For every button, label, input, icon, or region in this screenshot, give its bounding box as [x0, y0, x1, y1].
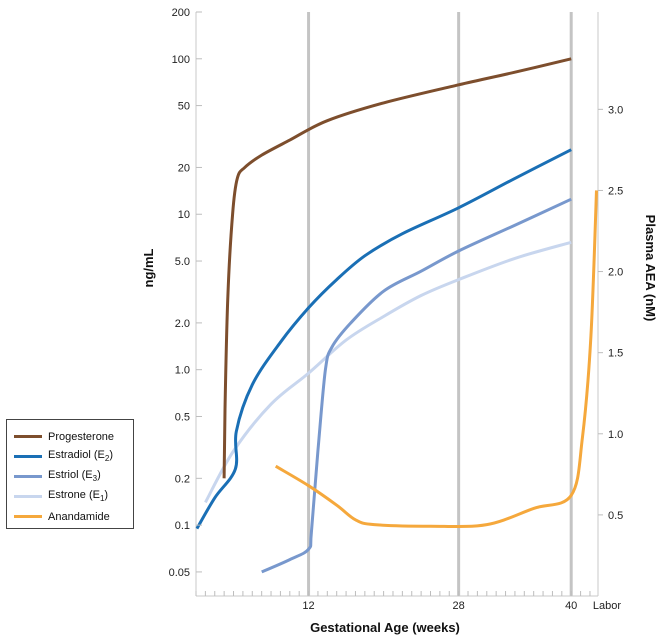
y-tick-label: 50: [178, 101, 190, 113]
series-line-progesterone: [222, 57, 572, 479]
y-tick-label: 0.05: [169, 567, 190, 579]
series-line-estradiol-e2: [195, 148, 572, 530]
y2-tick-label: 0.5: [608, 510, 623, 522]
legend-label: Anandamide: [48, 510, 110, 523]
y-tick-label: 2.0: [175, 318, 190, 330]
legend-swatch: [14, 435, 42, 438]
x-tick-label: Labor: [593, 600, 621, 612]
y-tick-label: 0.2: [175, 473, 190, 485]
gridlines: [307, 12, 573, 596]
legend-item-estriol: Estriol (E3): [14, 467, 133, 486]
legend-swatch: [14, 515, 42, 518]
series-line-anandamide: [274, 190, 598, 529]
ticks-layer: 200 100 50 20 10 5.0 2.0 1.0 0.5 0.2 0.1 0.05 3.0 2.5…: [169, 7, 624, 612]
x-tick-label: 12: [302, 600, 314, 612]
legend-item-estrone: Estrone (E1): [14, 487, 133, 506]
legend-item-estradiol: Estradiol (E2): [14, 447, 133, 466]
y2-tick-label: 1.5: [608, 348, 623, 360]
series-line-estrone-e1: [204, 240, 572, 504]
series-line-estriol-e3: [261, 197, 572, 574]
legend-label: Progesterone: [48, 430, 115, 443]
y-tick-label: 20: [178, 162, 190, 174]
legend-label: Estrone (E1): [48, 489, 109, 504]
y2-tick-label: 2.0: [608, 267, 623, 279]
y2-axis-title: Plasma AEA (nM): [643, 215, 656, 322]
legend-swatch: [14, 475, 42, 478]
legend-swatch: [14, 495, 42, 498]
y2-tick-label: 2.5: [608, 185, 623, 197]
legend-item-progesterone: Progesterone: [14, 427, 133, 446]
y-tick-label: 0.5: [175, 411, 190, 423]
y-axis-title: ng/mL: [141, 248, 156, 287]
legend-swatch: [14, 455, 42, 458]
y-tick-label: 5.0: [175, 256, 190, 268]
y2-tick-label: 3.0: [608, 104, 623, 116]
x-tick-label: 28: [453, 600, 465, 612]
y-tick-label: 0.1: [175, 520, 190, 532]
legend-label: Estriol (E3): [48, 469, 101, 484]
legend: Progesterone Estradiol (E2) Estriol (E3)…: [6, 419, 134, 529]
legend-item-anandamide: Anandamide: [14, 507, 133, 526]
x-axis-title: Gestational Age (weeks): [310, 620, 460, 635]
series-layer: [195, 57, 598, 574]
y2-tick-label: 1.0: [608, 429, 623, 441]
legend-label: Estradiol (E2): [48, 449, 113, 464]
y-tick-label: 100: [172, 54, 190, 66]
y-tick-label: 1.0: [175, 365, 190, 377]
y-tick-label: 200: [172, 7, 190, 19]
x-tick-label: 40: [565, 600, 577, 612]
y-tick-label: 10: [178, 209, 190, 221]
